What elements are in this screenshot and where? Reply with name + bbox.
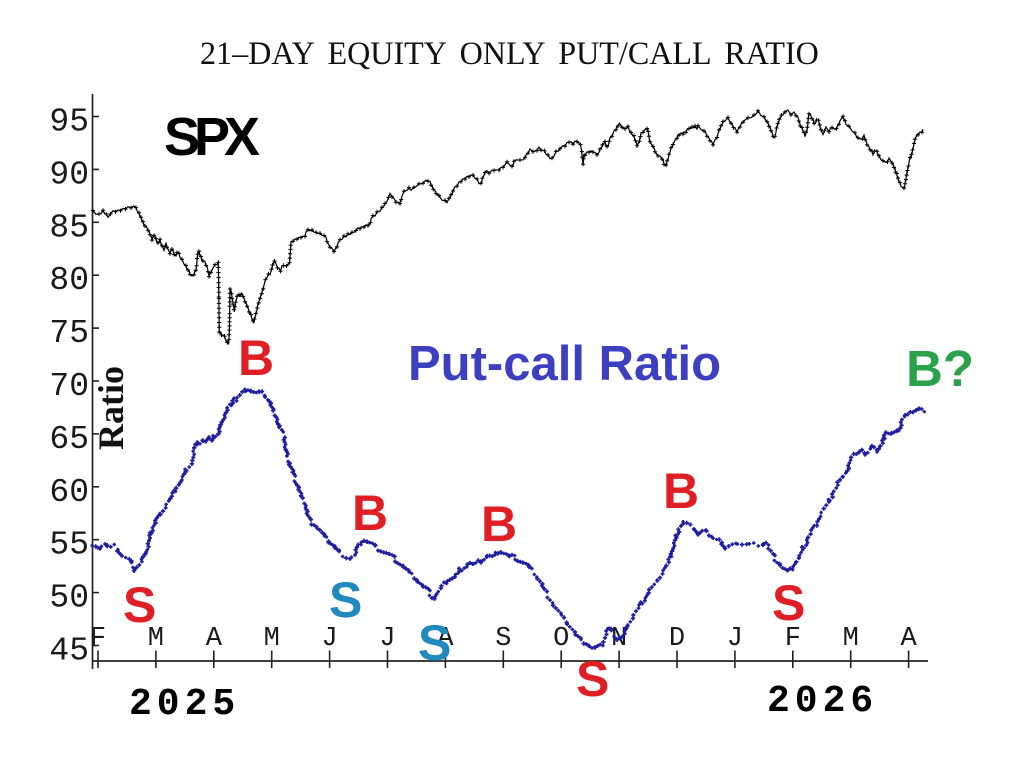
svg-text:M: M (148, 624, 164, 654)
svg-text:65: 65 (49, 421, 89, 458)
svg-text:90: 90 (49, 156, 89, 193)
svg-text:F: F (785, 624, 801, 654)
svg-text:50: 50 (49, 580, 89, 617)
svg-text:S: S (495, 624, 511, 654)
svg-text:M: M (264, 624, 280, 654)
svg-text:J: J (379, 624, 395, 654)
svg-text:80: 80 (49, 262, 89, 299)
svg-text:75: 75 (49, 315, 89, 352)
svg-text:J: J (727, 624, 743, 654)
svg-text:85: 85 (49, 209, 89, 246)
svg-text:D: D (669, 624, 685, 654)
svg-text:A: A (206, 624, 223, 654)
svg-text:F: F (90, 624, 106, 654)
svg-text:M: M (843, 624, 859, 654)
svg-text:70: 70 (49, 368, 89, 405)
svg-text:45: 45 (49, 633, 89, 670)
svg-text:60: 60 (49, 474, 89, 511)
svg-text:O: O (553, 624, 569, 654)
svg-text:55: 55 (49, 527, 89, 564)
svg-text:A: A (437, 624, 454, 654)
svg-text:A: A (900, 624, 917, 654)
svg-text:J: J (321, 624, 337, 654)
svg-text:95: 95 (49, 104, 89, 141)
